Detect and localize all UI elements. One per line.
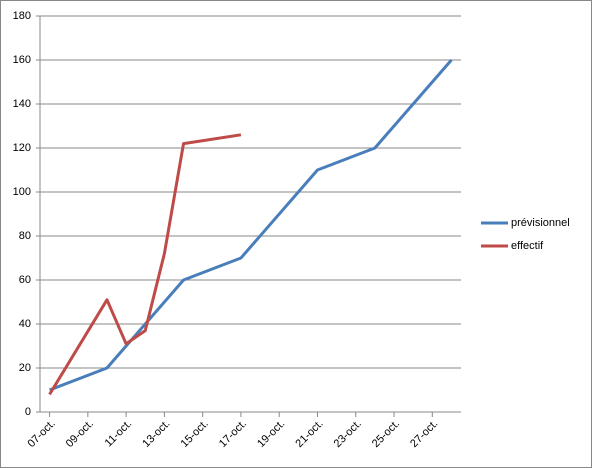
y-tick-label: 100 xyxy=(13,186,31,198)
y-tick-label: 20 xyxy=(19,362,31,374)
y-tick-label: 180 xyxy=(13,10,31,22)
y-tick-label: 120 xyxy=(13,142,31,154)
y-tick-label: 40 xyxy=(19,318,31,330)
legend-label: prévisionnel xyxy=(511,217,570,229)
series-line xyxy=(49,59,453,392)
series-line xyxy=(48,133,242,396)
y-tick-label: 80 xyxy=(19,230,31,242)
y-tick-label: 0 xyxy=(25,406,31,418)
y-tick-label: 60 xyxy=(19,274,31,286)
legend-label: effectif xyxy=(511,240,544,252)
y-tick-label: 140 xyxy=(13,98,31,110)
y-tick-label: 160 xyxy=(13,54,31,66)
